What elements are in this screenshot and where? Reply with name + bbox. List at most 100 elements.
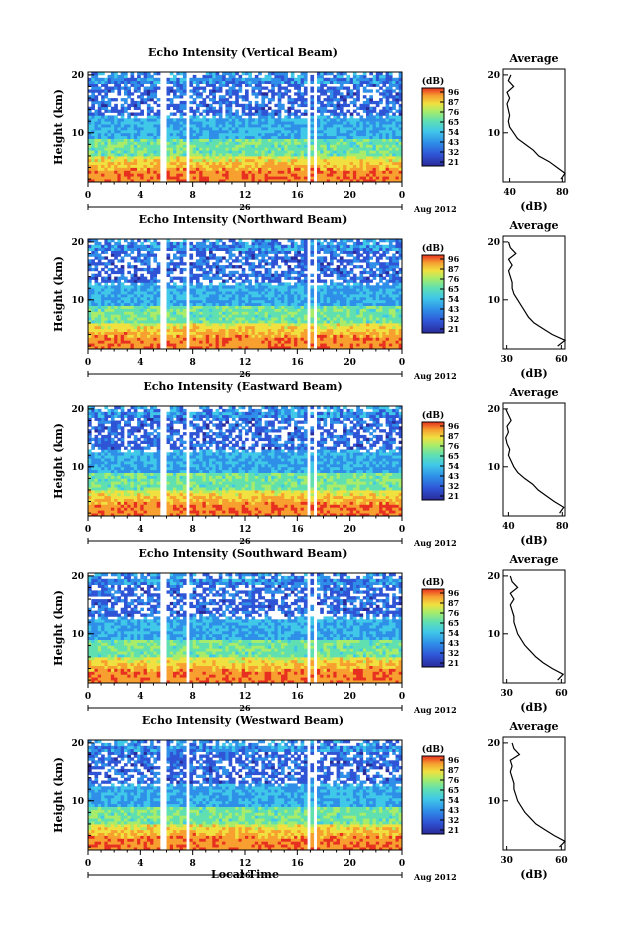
- heatmap-cell: [173, 164, 177, 168]
- heatmap-cell: [114, 296, 118, 301]
- heatmap-cell: [94, 141, 99, 145]
- heatmap-cell: [94, 164, 99, 168]
- heatmap-cell: [356, 173, 360, 177]
- heatmap-cell: [173, 112, 177, 116]
- heatmap-cell: [235, 144, 239, 148]
- heatmap-cell: [349, 80, 354, 84]
- heatmap-cell: [277, 320, 282, 324]
- heatmap-cell: [182, 296, 187, 301]
- heatmap-cell: [248, 112, 252, 116]
- heatmap-cell: [182, 340, 187, 344]
- heatmap-cell: [290, 74, 295, 79]
- heatmap-cell: [130, 92, 135, 96]
- heatmap-cell: [110, 98, 115, 102]
- heatmap-cell: [202, 285, 207, 289]
- heatmap-cell: [330, 155, 334, 160]
- heatmap-cell: [107, 150, 112, 154]
- heatmap-cell: [267, 77, 272, 82]
- heatmap-cell: [104, 343, 109, 347]
- heatmap-cell: [261, 112, 266, 116]
- heatmap-cell: [271, 346, 275, 350]
- heatmap-cell: [231, 86, 236, 90]
- heatmap-cell: [235, 331, 239, 335]
- heatmap-cell: [231, 244, 236, 249]
- heatmap-cell: [182, 267, 187, 272]
- heatmap-cell: [251, 86, 256, 90]
- heatmap-cell: [173, 103, 177, 108]
- heatmap-cell: [271, 299, 275, 304]
- heatmap-cell: [173, 135, 177, 139]
- heatmap-cell: [173, 346, 177, 350]
- heatmap-cell: [330, 100, 334, 105]
- heatmap-cell: [153, 259, 158, 263]
- heatmap-cell: [323, 115, 328, 119]
- heatmap-cell: [228, 121, 233, 125]
- heatmap-cell: [202, 86, 207, 90]
- heatmap-cell: [150, 89, 154, 93]
- heatmap-cell: [392, 77, 396, 82]
- heatmap-cell: [359, 135, 364, 139]
- heatmap-cell: [166, 273, 171, 277]
- heatmap-cell: [88, 109, 92, 113]
- heatmap-cell: [385, 115, 390, 119]
- heatmap-cell: [388, 124, 393, 128]
- heatmap-cell: [182, 92, 187, 96]
- heatmap-cell: [146, 322, 151, 327]
- heatmap-cell: [362, 173, 367, 177]
- heatmap-cell: [326, 95, 331, 99]
- heatmap-cell: [231, 158, 236, 163]
- heatmap-cell: [238, 314, 243, 318]
- heatmap-cell: [261, 100, 266, 105]
- heatmap-cell: [254, 273, 259, 277]
- heatmap-cell: [153, 285, 158, 289]
- heatmap-cell: [91, 83, 95, 87]
- heatmap-cell: [195, 282, 200, 286]
- heatmap-cell: [300, 161, 305, 165]
- heatmap-cell: [156, 135, 161, 139]
- heatmap-cell: [251, 239, 256, 243]
- heatmap-cell: [143, 161, 148, 165]
- heatmap-cell: [91, 72, 95, 76]
- heatmap-cell: [235, 259, 239, 263]
- heatmap-cell: [392, 118, 396, 122]
- heatmap-cell: [124, 276, 128, 280]
- heatmap-cell: [114, 247, 118, 251]
- heatmap-cell: [94, 244, 99, 249]
- heatmap-cell: [202, 250, 207, 254]
- heatmap-cell: [264, 124, 269, 128]
- heatmap-cell: [267, 141, 272, 145]
- heatmap-cell: [261, 340, 266, 344]
- heatmap-cell: [356, 106, 360, 110]
- heatmap-cell: [235, 118, 239, 122]
- heatmap-cell: [173, 285, 177, 289]
- heatmap-cell: [130, 239, 135, 243]
- heatmap-cell: [333, 144, 337, 148]
- heatmap-cell: [274, 337, 279, 341]
- heatmap-cell: [284, 155, 288, 160]
- heatmap-cell: [267, 173, 272, 177]
- heatmap-cell: [339, 109, 344, 113]
- heatmap-cell: [359, 153, 364, 157]
- heatmap-cell: [310, 158, 315, 163]
- heatmap-cell: [120, 244, 125, 249]
- heatmap-cell: [264, 173, 269, 177]
- heatmap-cell: [323, 89, 328, 93]
- heatmap-cell: [245, 314, 249, 318]
- heatmap-cell: [143, 170, 148, 174]
- heatmap-cell: [189, 247, 194, 251]
- heatmap-cell: [107, 153, 112, 157]
- heatmap-cell: [385, 170, 390, 174]
- heatmap-cell: [212, 179, 216, 183]
- heatmap-cell: [124, 279, 128, 283]
- heatmap-cell: [110, 308, 115, 312]
- heatmap-cell: [245, 276, 249, 280]
- heatmap-cell: [248, 285, 252, 289]
- heatmap-cell: [143, 337, 148, 341]
- heatmap-cell: [169, 328, 174, 332]
- heatmap-cell: [336, 98, 341, 102]
- heatmap-cell: [212, 167, 216, 171]
- heatmap-cell: [385, 98, 390, 102]
- heatmap-cell: [156, 118, 161, 122]
- heatmap-cell: [245, 121, 249, 125]
- heatmap-cell: [179, 340, 184, 344]
